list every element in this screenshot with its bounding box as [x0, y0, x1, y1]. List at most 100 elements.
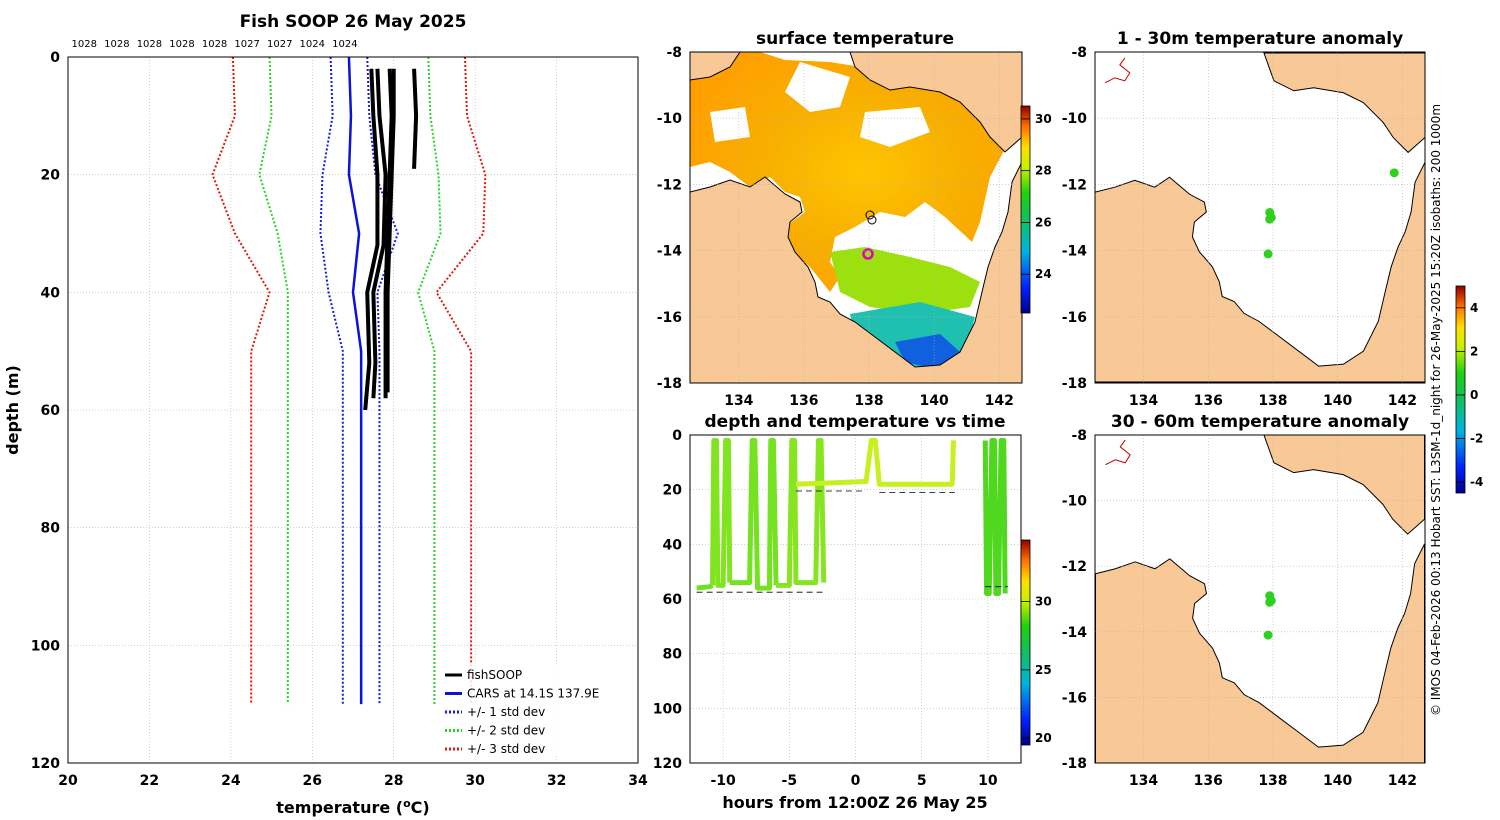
- map-x-tick-label: 136: [1194, 393, 1223, 409]
- colorbar-tick-label: 4: [1470, 301, 1478, 315]
- map-frame: [1094, 51, 1426, 384]
- legend-label: CARS at 14.1S 137.9E: [467, 687, 599, 701]
- profile-lines: [211, 56, 487, 705]
- side-note: © IMOS 04-Feb-2026 00:13 Hobart SST: L3S…: [1429, 104, 1443, 716]
- map-x-tick-label: 138: [854, 393, 883, 409]
- map-y-tick-label: -18: [1062, 756, 1087, 772]
- y-tick-label: 100: [653, 701, 682, 717]
- std2-upper-line: [417, 56, 442, 705]
- map-y-tick-label: -14: [1062, 244, 1088, 260]
- legend-label: +/- 1 std dev: [467, 705, 545, 719]
- x-tick-label: 34: [628, 773, 648, 789]
- y-tick-label: 0: [50, 50, 60, 66]
- map-y-tick-label: -10: [1062, 111, 1088, 127]
- anom2-land-north: [1263, 435, 1425, 535]
- fishsoop-cast-line: [412, 68, 419, 169]
- density-label: 1027: [234, 39, 259, 50]
- colorbar-tick-label: 30: [1035, 595, 1052, 609]
- sst-title: surface temperature: [756, 29, 954, 49]
- depthtime-data: [696, 437, 1008, 597]
- colorbar-tick-label: 0: [1470, 388, 1478, 402]
- std1-upper-line: [366, 56, 399, 705]
- y-tick-label: 80: [663, 647, 683, 663]
- map-y-tick-label: -14: [1062, 625, 1088, 641]
- profile-legend: fishSOOP CARS at 14.1S 137.9E +/- 1 std de…: [438, 664, 623, 756]
- x-tick-label: 30: [465, 773, 485, 789]
- map-frame: [1094, 434, 1426, 764]
- x-tick-label: 26: [303, 773, 322, 789]
- y-tick-label: 120: [31, 756, 60, 772]
- anomaly-point: [1265, 214, 1275, 224]
- sst-map-area: [690, 52, 1022, 383]
- map-y-tick-label: -16: [657, 310, 682, 326]
- map-y-tick-label: -12: [1062, 559, 1087, 575]
- x-tick-label: 10: [978, 773, 998, 789]
- depthtime-title: depth and temperature vs time: [705, 412, 1006, 432]
- map-x-tick-label: 134: [724, 393, 753, 409]
- map-x-tick-label: 136: [789, 393, 818, 409]
- land-north: [849, 52, 1022, 153]
- colorbar-tick-label: 20: [1035, 731, 1052, 745]
- depth-time-chart: depth and temperature vs time -10 -5 0 5 100…: [653, 412, 1052, 812]
- track-marker-b: [867, 215, 877, 225]
- map-x-tick-label: 136: [1194, 773, 1223, 789]
- x-tick-label: -10: [710, 773, 736, 789]
- y-tick-label: 40: [663, 537, 683, 553]
- map-y-tick-label: -16: [1062, 310, 1087, 326]
- depthtime-cast-line: [776, 437, 827, 588]
- density-label: 1028: [137, 39, 162, 50]
- density-label: 1028: [169, 39, 194, 50]
- std2-lower-line: [258, 56, 289, 705]
- density-label: 1028: [202, 39, 227, 50]
- depthtime-cast-line: [696, 583, 714, 591]
- colorbar-tick-label: 25: [1035, 663, 1052, 677]
- legend-label: +/- 3 std dev: [467, 742, 545, 756]
- profile-title: Fish SOOP 26 May 2025: [240, 12, 467, 32]
- anomaly-colorbar-ticks: 4 2 0 -2 -4: [1456, 301, 1483, 489]
- y-tick-label: 20: [663, 483, 683, 499]
- colorbar-tick-label: -2: [1470, 432, 1483, 446]
- anom2-axes: 134 136 138 140 142 -8 -10 -12 -14 -16 -18: [1062, 428, 1426, 789]
- map-x-tick-label: 140: [920, 393, 949, 409]
- anom1-river: [1104, 57, 1131, 84]
- anomaly-point: [1265, 597, 1275, 607]
- land-west: [690, 161, 1022, 383]
- density-label: 1027: [267, 39, 292, 50]
- x-tick-label: 20: [58, 773, 78, 789]
- depthtime-colorbar: [1020, 539, 1031, 746]
- map-y-tick-label: -8: [1071, 45, 1087, 61]
- y-tick-label: 100: [31, 638, 60, 654]
- depthtime-cast-line: [982, 437, 1008, 597]
- fishsoop-cast-line: [371, 68, 388, 399]
- y-tick-label: 60: [41, 403, 61, 419]
- map-y-tick-label: -12: [657, 177, 682, 193]
- map-x-tick-label: 140: [1323, 773, 1352, 789]
- anomaly-point: [1389, 168, 1399, 178]
- depthtime-xlabel: hours from 12:00Z 26 May 25: [722, 793, 987, 812]
- map-y-tick-label: -18: [657, 376, 682, 392]
- anom1-points: [1263, 168, 1399, 259]
- anom1-land-west: [1095, 162, 1425, 383]
- sst-coldest-patch: [895, 334, 960, 370]
- map-y-tick-label: -10: [1062, 494, 1088, 510]
- map-y-tick-label: -10: [657, 111, 683, 127]
- colorbar-tick-label: -4: [1470, 475, 1483, 489]
- fishsoop-cast-line: [383, 68, 394, 399]
- depthtime-colorbar-ticks: 30 25 20: [1021, 595, 1052, 745]
- std3-upper-line: [435, 56, 487, 705]
- density-label: 1028: [104, 39, 129, 50]
- map-x-tick-label: 134: [1129, 393, 1158, 409]
- anom1-land-north: [1263, 52, 1425, 154]
- anomaly-30-60-chart: 30 - 60m temperature anomaly 134 136 138 14…: [1062, 412, 1426, 789]
- colorbar-tick-label: 24: [1035, 267, 1052, 281]
- std3-lower-line: [211, 56, 271, 705]
- sst-colorbar-ticks: 30 28 26 24: [1021, 112, 1052, 281]
- anomaly-point: [1263, 630, 1273, 640]
- sst-colorbar: [1020, 105, 1031, 314]
- fishsoop-cast-line: [385, 68, 396, 393]
- land-top-left: [690, 52, 741, 81]
- map-x-tick-label: 142: [985, 393, 1014, 409]
- density-label: 1028: [72, 39, 97, 50]
